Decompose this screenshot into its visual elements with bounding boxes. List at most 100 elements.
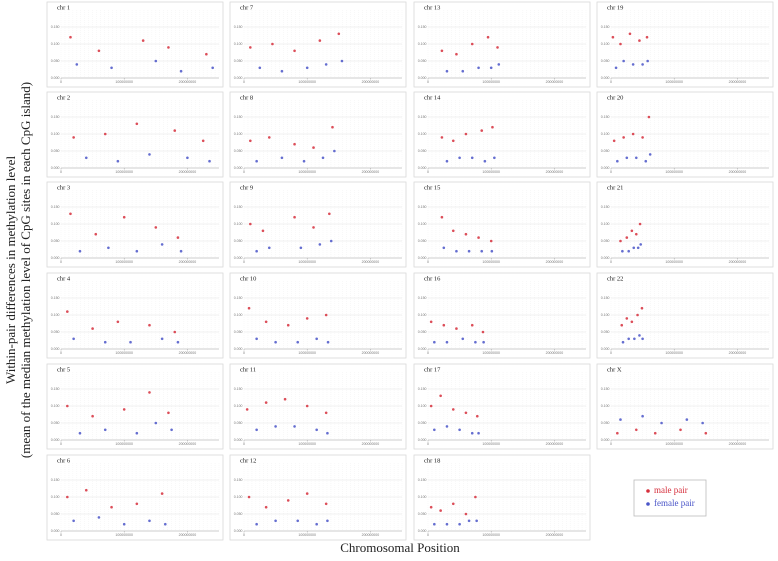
panel: 0.000 0.050 0.100 0.150 0 100000000 200000000 c… — [46, 1, 224, 88]
data-point — [97, 516, 101, 519]
panel-title: chr 10 — [240, 275, 256, 282]
y-tick-label: 0.050 — [418, 59, 427, 63]
data-point — [271, 42, 274, 46]
x-tick-label: 100000000 — [298, 351, 316, 355]
data-point — [103, 428, 107, 432]
x-tick-label: 200000000 — [362, 351, 380, 355]
x-tick-label: 100000000 — [115, 442, 133, 446]
data-point — [620, 323, 624, 327]
data-point — [611, 35, 615, 39]
panel: 0.000 0.050 0.100 0.150 0 100000000 200000000 c… — [413, 272, 591, 359]
data-point — [630, 320, 634, 324]
data-point — [616, 431, 619, 435]
data-point — [129, 340, 132, 344]
x-tick-label: 0 — [610, 80, 612, 84]
panel: 0.000 0.050 0.100 0.150 0 100000000 200000000 c… — [596, 1, 774, 88]
data-point — [72, 136, 75, 139]
x-tick-label: 0 — [243, 442, 245, 446]
data-point — [461, 69, 465, 73]
panel: 0.000 0.050 0.100 0.150 0 100000000 200000000 c… — [229, 272, 407, 359]
y-tick-label: 0.150 — [51, 205, 60, 209]
data-point — [154, 421, 158, 425]
data-point — [631, 132, 635, 136]
x-tick-label: 100000000 — [298, 260, 316, 264]
panel-frame — [413, 1, 591, 88]
data-point — [305, 404, 309, 408]
data-point — [326, 340, 330, 344]
data-point — [72, 337, 75, 341]
y-axis-label: Within-pair differences in methylation l… — [3, 156, 18, 384]
data-point — [331, 125, 334, 129]
data-point — [440, 136, 444, 139]
data-point — [78, 249, 82, 253]
data-point — [318, 243, 322, 246]
data-point — [167, 411, 170, 415]
data-point — [299, 246, 303, 250]
panel-title: chr 2 — [57, 94, 70, 101]
y-tick-label: 0.100 — [234, 313, 243, 317]
data-point — [122, 522, 126, 526]
data-point — [646, 59, 649, 63]
y-tick-label: 0.000 — [51, 166, 60, 170]
data-point — [293, 142, 296, 146]
data-point — [110, 66, 113, 70]
data-point — [440, 49, 444, 53]
y-tick-label: 0.000 — [51, 438, 60, 442]
data-point — [167, 46, 170, 49]
data-point — [274, 519, 277, 523]
panel-frame — [229, 363, 407, 450]
data-point — [451, 502, 455, 506]
panel-frame — [413, 272, 591, 359]
x-tick-label: 100000000 — [482, 170, 500, 174]
data-point — [326, 431, 329, 435]
data-point — [205, 52, 208, 56]
panel-title: chr 15 — [424, 184, 440, 191]
panel: 0.000 0.050 0.100 0.150 0 100000000 200000000 c… — [413, 91, 591, 178]
data-point — [324, 63, 328, 66]
panel-frame — [596, 1, 774, 88]
x-tick-label: 0 — [243, 533, 245, 537]
y-tick-label: 0.000 — [601, 347, 610, 351]
data-point — [148, 153, 151, 156]
data-point — [302, 159, 306, 163]
panel-title: chr X — [607, 366, 622, 373]
x-tick-label: 200000000 — [546, 442, 564, 446]
data-point — [84, 488, 88, 492]
data-point — [296, 519, 300, 523]
y-tick-label: 0.050 — [234, 330, 243, 334]
data-point — [264, 401, 268, 404]
panel: 0.000 0.050 0.100 0.150 0 100000000 200000000 c… — [46, 272, 224, 359]
y-tick-label: 0.000 — [51, 529, 60, 533]
data-point — [267, 136, 271, 139]
data-point — [94, 232, 98, 236]
data-point — [179, 69, 183, 73]
data-point — [475, 519, 478, 523]
data-point — [475, 414, 479, 418]
y-tick-label: 0.000 — [418, 256, 427, 260]
x-tick-label: 200000000 — [179, 351, 197, 355]
panel-title: chr 1 — [57, 4, 70, 11]
panel-frame — [413, 363, 591, 450]
panel: 0.000 0.050 0.100 0.150 0 100000000 200000000 c… — [229, 454, 407, 541]
data-point — [173, 129, 177, 132]
x-tick-label: 100000000 — [482, 260, 500, 264]
data-point — [490, 249, 494, 253]
data-point — [261, 229, 265, 233]
panel-title: chr 19 — [607, 4, 623, 11]
data-point — [451, 229, 455, 233]
panel-title: chr 12 — [240, 457, 256, 464]
y-tick-label: 0.050 — [418, 149, 427, 153]
panel: 0.000 0.050 0.100 0.150 0 100000000 200000000 c… — [413, 363, 591, 450]
data-point — [103, 340, 107, 344]
y-tick-label: 0.100 — [418, 404, 427, 408]
data-point — [103, 132, 107, 136]
data-point — [318, 39, 322, 42]
y-tick-label: 0.100 — [234, 222, 243, 226]
x-tick-label: 0 — [243, 260, 245, 264]
y-tick-label: 0.100 — [51, 313, 60, 317]
data-point — [639, 243, 643, 246]
data-point — [636, 246, 640, 250]
data-point — [324, 411, 328, 415]
y-tick-label: 0.050 — [234, 149, 243, 153]
data-point — [470, 323, 474, 327]
